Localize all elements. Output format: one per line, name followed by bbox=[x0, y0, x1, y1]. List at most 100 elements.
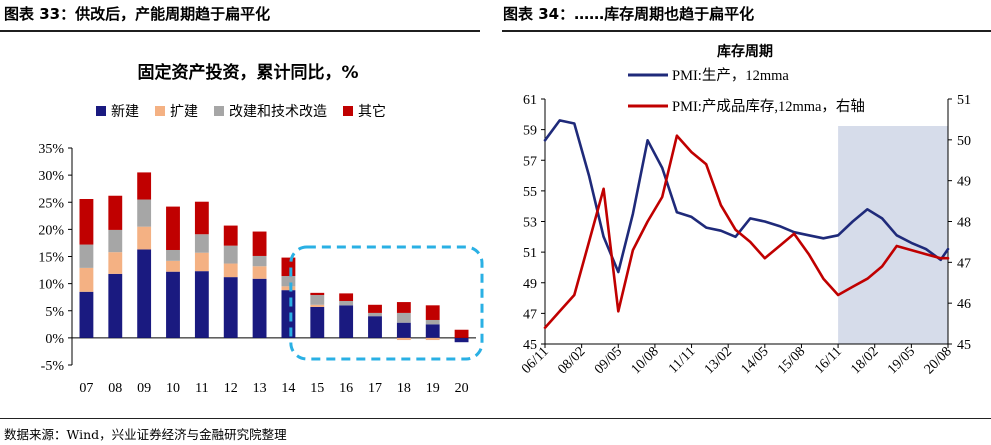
bar-segment-20-3 bbox=[454, 329, 469, 338]
bar-segment-19-1 bbox=[425, 337, 440, 341]
left-axis-tick-label-8: 61 bbox=[523, 93, 537, 108]
series-1-point-18 bbox=[807, 253, 810, 255]
left-x-tick-label-6: 13 bbox=[253, 381, 267, 396]
left-x-tick-label-5: 12 bbox=[224, 381, 238, 396]
bar-segment-12-0 bbox=[223, 277, 238, 338]
series-1-point-4 bbox=[602, 188, 605, 190]
series-0-point-15 bbox=[764, 220, 766, 223]
left-y-tick-label-7: 30% bbox=[38, 169, 64, 184]
series-0-point-7 bbox=[646, 139, 649, 142]
series-0-point-2 bbox=[573, 122, 576, 125]
series-0-point-28 bbox=[947, 248, 949, 250]
bar-segment-09-2 bbox=[137, 199, 152, 227]
series-1-point-7 bbox=[646, 220, 649, 223]
series-0-point-21 bbox=[851, 220, 854, 223]
legend-label-3: 其它 bbox=[358, 103, 386, 120]
right-chart-inventory: 库存周期4547495153555759614546474849505106/1… bbox=[519, 43, 971, 377]
series-0-point-19 bbox=[822, 237, 825, 240]
left-x-tick-label-8: 15 bbox=[310, 381, 324, 396]
bar-segment-13-0 bbox=[252, 278, 267, 338]
series-1-point-15 bbox=[764, 257, 766, 260]
left-y-tick-label-8: 35% bbox=[38, 142, 64, 157]
series-1-point-28 bbox=[947, 257, 949, 260]
bar-segment-16-2 bbox=[339, 300, 354, 306]
bar-segment-08-0 bbox=[108, 273, 123, 338]
right-axis-tick-label-6: 51 bbox=[957, 93, 971, 108]
series-1-point-26 bbox=[925, 253, 927, 255]
left-caption-rule bbox=[0, 30, 480, 32]
series-1-point-12 bbox=[720, 204, 722, 206]
bar-segment-16-0 bbox=[339, 305, 354, 338]
right-axis-tick-label-5: 50 bbox=[957, 134, 971, 149]
series-0-point-13 bbox=[734, 236, 737, 238]
right-x-tick-label-5: 13/02 bbox=[702, 344, 735, 377]
right-x-tick-label-3: 10/08 bbox=[629, 344, 662, 377]
left-y-tick-label-0: -5% bbox=[41, 359, 65, 374]
legend-swatch-0 bbox=[96, 106, 106, 116]
bar-segment-11-2 bbox=[194, 234, 209, 253]
bar-segment-08-1 bbox=[108, 252, 123, 274]
series-1-point-3 bbox=[588, 241, 590, 243]
series-0-point-1 bbox=[558, 119, 561, 122]
right-caption-rule bbox=[502, 30, 991, 32]
highlight-dashed-box bbox=[289, 245, 484, 361]
bar-segment-09-0 bbox=[137, 249, 152, 338]
series-1-point-0 bbox=[544, 326, 546, 329]
bar-segment-11-3 bbox=[194, 201, 209, 235]
left-x-tick-label-7: 14 bbox=[281, 381, 295, 396]
series-0-point-24 bbox=[895, 234, 898, 237]
bar-segment-20-0 bbox=[454, 337, 469, 343]
series-0-point-14 bbox=[749, 217, 751, 220]
series-0-point-18 bbox=[807, 234, 810, 237]
series-1-point-23 bbox=[881, 265, 883, 268]
left-axis-tick-label-0: 45 bbox=[523, 338, 537, 353]
left-axis-tick-label-1: 47 bbox=[523, 307, 537, 322]
source-note: 数据来源：Wind，兴业证券经济与金融研究院整理 bbox=[4, 427, 287, 442]
series-1-point-9 bbox=[676, 134, 678, 137]
legend-label-1: 扩建 bbox=[170, 104, 198, 120]
right-x-tick-label-8: 16/11 bbox=[812, 344, 845, 377]
series-1-point-10 bbox=[690, 151, 693, 153]
bar-segment-08-3 bbox=[108, 195, 123, 230]
series-0-point-23 bbox=[881, 217, 883, 220]
left-x-tick-label-2: 09 bbox=[137, 381, 151, 396]
left-y-tick-label-6: 25% bbox=[38, 196, 64, 211]
right-axis-tick-label-2: 47 bbox=[957, 256, 971, 271]
series-0-point-0 bbox=[544, 139, 546, 142]
bar-segment-09-3 bbox=[137, 172, 152, 200]
bar-segment-17-3 bbox=[368, 304, 382, 313]
bar-segment-10-1 bbox=[166, 260, 180, 272]
series-0-point-26 bbox=[925, 248, 927, 250]
right-x-tick-label-9: 18/02 bbox=[848, 344, 881, 377]
bar-segment-15-3 bbox=[310, 292, 325, 296]
right-x-tick-label-10: 19/05 bbox=[885, 344, 918, 377]
left-x-tick-label-4: 11 bbox=[195, 381, 208, 396]
series-1-point-6 bbox=[632, 249, 634, 251]
right-chart-title: 库存周期 bbox=[717, 43, 773, 60]
right-axis-tick-label-0: 45 bbox=[957, 338, 971, 353]
legend-swatch-3 bbox=[343, 106, 353, 116]
series-0-point-3 bbox=[588, 174, 590, 177]
right-axis-tick-label-3: 48 bbox=[957, 216, 971, 231]
series-0-point-16 bbox=[778, 225, 781, 227]
bar-segment-12-3 bbox=[223, 225, 238, 246]
right-x-tick-label-4: 11/11 bbox=[666, 344, 698, 376]
series-0-point-25 bbox=[910, 242, 913, 244]
left-x-tick-label-10: 17 bbox=[368, 381, 382, 396]
left-axis-tick-label-3: 51 bbox=[523, 246, 537, 261]
bar-segment-12-2 bbox=[223, 245, 238, 264]
footer-rule bbox=[0, 418, 991, 419]
bar-segment-12-1 bbox=[223, 263, 238, 278]
left-x-tick-label-0: 07 bbox=[79, 381, 93, 396]
left-y-tick-label-5: 20% bbox=[38, 223, 64, 238]
bar-segment-18-3 bbox=[396, 302, 411, 313]
right-x-tick-label-2: 09/05 bbox=[592, 344, 625, 377]
right-x-tick-label-7: 15/08 bbox=[775, 344, 808, 377]
right-x-tick-label-11: 20/08 bbox=[922, 344, 955, 377]
bar-segment-10-0 bbox=[166, 271, 180, 338]
left-axis-tick-label-7: 59 bbox=[523, 124, 537, 139]
bar-segment-10-3 bbox=[166, 206, 180, 250]
bar-segment-19-2 bbox=[425, 319, 440, 325]
right-chart-caption: 图表 34：……库存周期也趋于扁平化 bbox=[503, 5, 755, 23]
series-0-point-6 bbox=[632, 213, 634, 215]
